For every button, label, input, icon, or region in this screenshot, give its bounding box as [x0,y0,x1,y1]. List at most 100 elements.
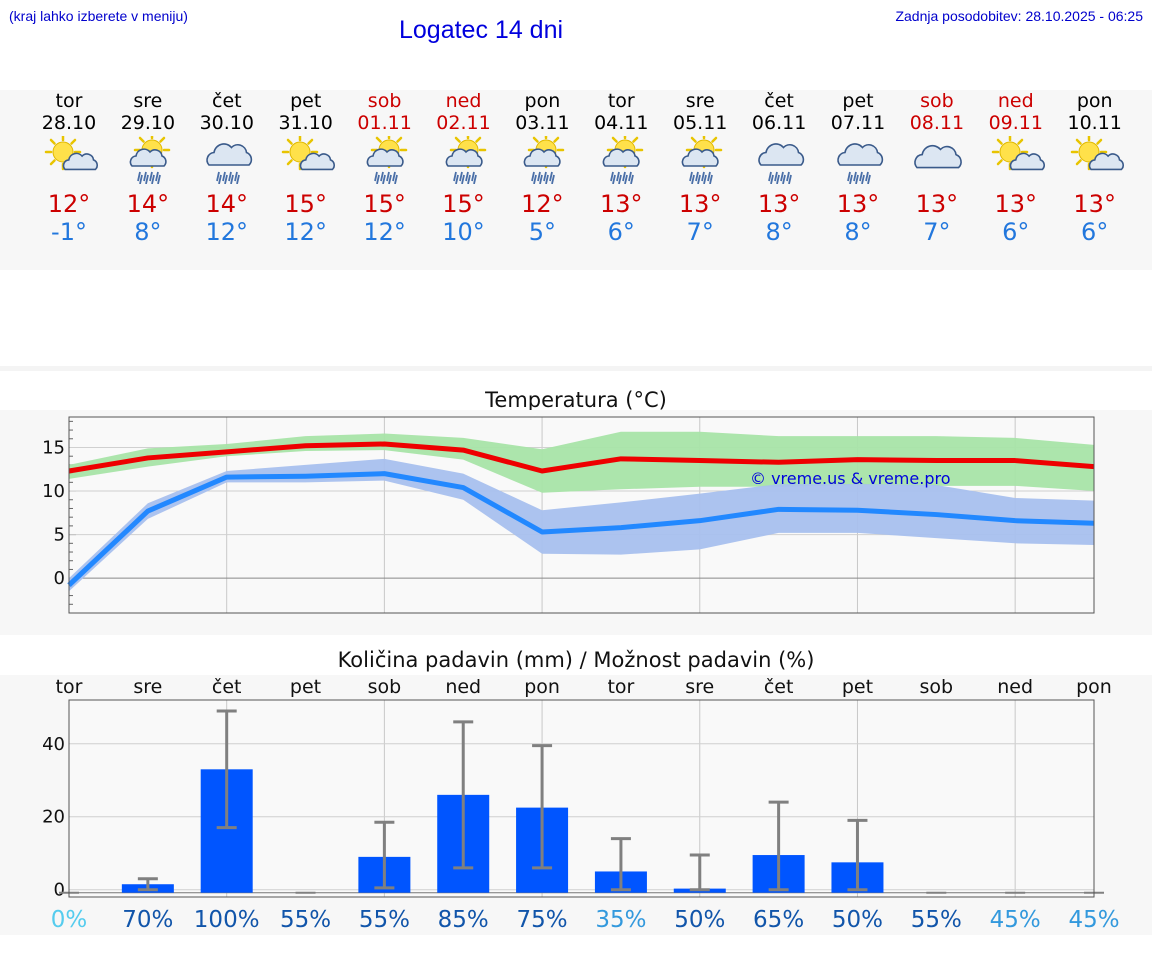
y-tick-label: 0 [54,880,65,901]
day-date: 08.11 [909,112,965,134]
max-temperature: 13° [600,190,643,218]
precip-chance-label: 0% [51,907,88,933]
x-category-label: sre [133,676,162,698]
y-tick-label: 20 [42,807,65,828]
error-bar [689,853,710,892]
min-temperature-line [67,471,1095,587]
precip-chance-label: 50% [832,907,883,933]
x-category-label: tor [56,676,83,698]
sun-cloud-icon [991,136,1045,171]
min-temperature: 10° [442,218,485,246]
sun-cloud-rain-icon [366,136,407,184]
sun-cloud-rain-icon [445,136,486,184]
day-column: sre 05.11 13° 7° [661,90,739,246]
min-temperature: 8° [765,218,793,246]
min-temperature: 7° [923,218,951,246]
day-date: 31.10 [278,112,333,134]
min-temperature: 12° [363,218,406,246]
day-name: sre [133,90,163,112]
precip-chance-label: 55% [359,907,410,933]
x-category-label: sob [368,676,402,698]
sun-cloud-icon [44,136,98,171]
daily-forecast-strip: tor 28.10 12° -1° sre 29.10 14° 8° čet 30.10 14° 12… [0,90,1152,270]
day-name: sob [367,90,402,112]
min-temperature: 8° [134,218,162,246]
day-column: pet 07.11 13° 8° [819,90,897,246]
x-category-label: ned [997,676,1033,698]
error-bar [768,800,789,892]
x-category-label: pet [290,676,321,698]
day-column: čet 30.10 14° 12° [188,90,266,246]
cloud-rain-icon [758,143,805,184]
min-temperature: 7° [686,218,714,246]
min-temperature: 8° [844,218,872,246]
day-name: pet [842,90,874,112]
precip-chance-label: 70% [122,907,173,933]
max-temperature: 12° [47,190,91,218]
sun-cloud-icon [281,136,335,171]
x-category-label: čet [764,676,794,698]
day-name: ned [997,90,1034,112]
day-name: pon [524,90,561,112]
y-tick-label: 10 [42,481,65,502]
day-date: 05.11 [672,112,728,134]
day-name: pet [290,90,322,112]
day-date: 28.10 [41,112,97,134]
day-date: 09.11 [988,112,1043,134]
max-temperature: 13° [836,190,880,218]
error-bar [137,877,158,892]
precip-chance-label: 55% [280,907,331,933]
day-column: tor 28.10 12° -1° [30,90,108,246]
day-date: 03.11 [515,112,570,134]
day-name: pon [1076,90,1113,112]
plot-frame [68,416,1095,614]
page-title: Logatec 14 dni [399,16,564,44]
x-category-label: pet [842,676,873,698]
day-column: sob 08.11 13° 7° [898,90,976,246]
day-column: sre 29.10 14° 8° [109,90,187,246]
precip-chance-label: 50% [674,907,725,933]
min-temperature: -1° [51,218,87,246]
day-column: pon 03.11 12° 5° [503,90,581,246]
y-tick-label: 0 [54,568,65,589]
day-column: sob 01.11 15° 12° [346,90,424,246]
day-date: 30.10 [199,112,254,134]
max-temperature: 14° [126,190,170,218]
error-bar [847,818,868,892]
day-name: sob [920,90,954,112]
min-temperature: 6° [1002,218,1030,246]
x-category-label: čet [212,676,242,698]
min-temperature: 5° [528,218,557,246]
day-name: ned [445,90,482,112]
precip-chance-label: 45% [1068,907,1119,933]
x-category-label: pon [524,676,560,698]
day-date: 07.11 [830,112,886,134]
temperature-chart: 0 5 10 15 © vreme.us & vreme.pro [42,416,1095,614]
day-name: tor [607,90,635,112]
x-category-label: sre [685,676,714,698]
plot-frame [68,699,1095,898]
day-column: čet 06.11 13° 8° [740,90,818,246]
max-temperature: 13° [757,190,801,218]
error-bar [453,720,474,870]
error-bar [532,744,553,870]
min-temperature: 6° [1081,218,1109,246]
x-category-label: tor [607,676,634,698]
day-column: pon 10.11 13° 6° [1056,90,1134,246]
min-temperature: 12° [284,218,327,246]
precip-chance-label: 35% [595,907,646,933]
x-category-label: pon [1076,676,1112,698]
error-bar [610,837,631,892]
y-tick-label: 5 [54,525,65,546]
max-temperature: 12° [521,190,564,218]
precip-chance-label: 100% [194,907,260,933]
max-temperature: 13° [994,190,1038,218]
cloud-rain-icon [837,143,884,184]
temperature-chart-title: Temperatura (°C) [485,388,667,412]
location-hint-link[interactable]: (kraj lahko izberete v meniju) [9,8,188,24]
error-bar [216,709,237,830]
precip-chance-label: 75% [517,907,568,933]
day-column: ned 09.11 13° 6° [977,90,1055,246]
precip-chance-label: 65% [753,907,804,933]
min-range-band [69,458,1094,592]
